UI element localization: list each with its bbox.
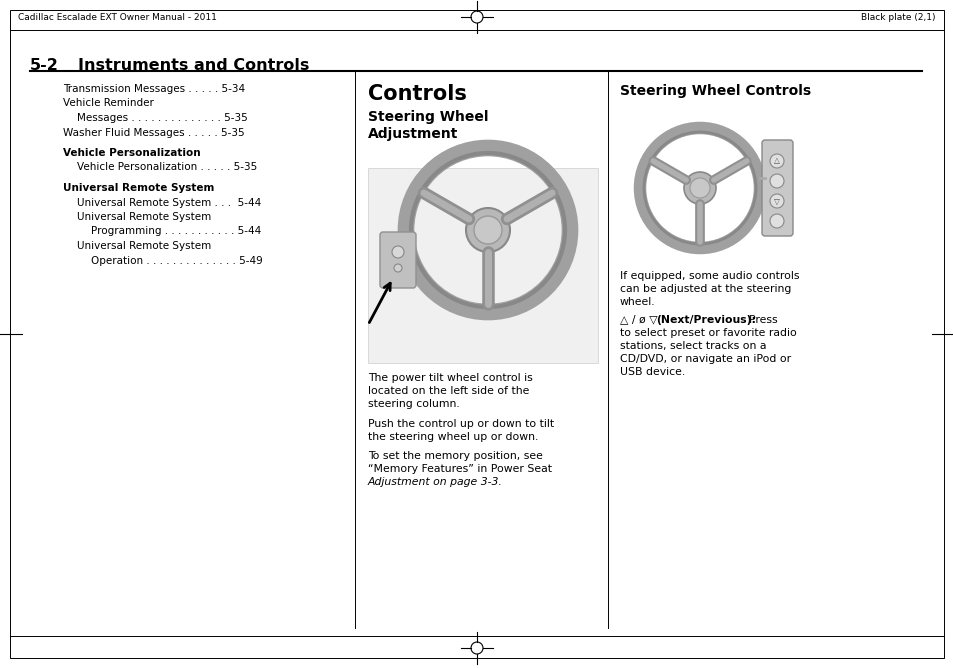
Circle shape: [769, 194, 783, 208]
Circle shape: [769, 154, 783, 168]
Text: To set the memory position, see: To set the memory position, see: [368, 451, 542, 461]
Circle shape: [392, 246, 403, 258]
Text: Steering Wheel
Adjustment: Steering Wheel Adjustment: [368, 110, 488, 142]
Text: Programming . . . . . . . . . . . 5-44: Programming . . . . . . . . . . . 5-44: [91, 226, 261, 236]
Text: The power tilt wheel control is: The power tilt wheel control is: [368, 373, 532, 383]
Text: Instruments and Controls: Instruments and Controls: [78, 58, 309, 73]
Text: If equipped, some audio controls: If equipped, some audio controls: [619, 271, 799, 281]
Text: Vehicle Personalization . . . . . 5-35: Vehicle Personalization . . . . . 5-35: [77, 162, 257, 172]
Text: Messages . . . . . . . . . . . . . . 5-35: Messages . . . . . . . . . . . . . . 5-3…: [77, 113, 248, 123]
Text: Push the control up or down to tilt: Push the control up or down to tilt: [368, 419, 554, 429]
Text: Steering Wheel Controls: Steering Wheel Controls: [619, 84, 810, 98]
Text: located on the left side of the: located on the left side of the: [368, 386, 529, 396]
Text: Black plate (2,1): Black plate (2,1): [861, 13, 935, 21]
Text: USB device.: USB device.: [619, 367, 684, 377]
Text: Vehicle Personalization: Vehicle Personalization: [63, 148, 200, 158]
Text: the steering wheel up or down.: the steering wheel up or down.: [368, 432, 537, 442]
Text: Cadillac Escalade EXT Owner Manual - 2011: Cadillac Escalade EXT Owner Manual - 201…: [18, 13, 216, 21]
Text: ▽: ▽: [773, 196, 780, 206]
Text: 5-2: 5-2: [30, 58, 59, 73]
Text: Universal Remote System . . .  5-44: Universal Remote System . . . 5-44: [77, 198, 261, 208]
Circle shape: [769, 174, 783, 188]
FancyBboxPatch shape: [379, 232, 416, 288]
Text: Washer Fluid Messages . . . . . 5-35: Washer Fluid Messages . . . . . 5-35: [63, 128, 244, 138]
Text: Controls: Controls: [368, 84, 466, 104]
Circle shape: [394, 264, 401, 272]
Text: (Next/Previous):: (Next/Previous):: [656, 315, 755, 325]
Circle shape: [689, 178, 709, 198]
Text: △ / ø ▽: △ / ø ▽: [619, 315, 657, 325]
Text: Transmission Messages . . . . . 5-34: Transmission Messages . . . . . 5-34: [63, 84, 245, 94]
Text: Press: Press: [741, 315, 777, 325]
Text: Adjustment on page 3-3.: Adjustment on page 3-3.: [368, 478, 502, 488]
Text: stations, select tracks on a: stations, select tracks on a: [619, 341, 765, 351]
Circle shape: [683, 172, 716, 204]
Text: △: △: [773, 156, 780, 166]
Circle shape: [465, 208, 510, 252]
Text: Operation . . . . . . . . . . . . . . 5-49: Operation . . . . . . . . . . . . . . 5-…: [91, 255, 262, 265]
Circle shape: [769, 214, 783, 228]
Text: Universal Remote System: Universal Remote System: [63, 183, 214, 193]
Text: Universal Remote System: Universal Remote System: [77, 212, 211, 222]
Text: Universal Remote System: Universal Remote System: [77, 241, 211, 251]
Text: wheel.: wheel.: [619, 297, 655, 307]
Text: to select preset or favorite radio: to select preset or favorite radio: [619, 328, 796, 338]
Text: Vehicle Reminder: Vehicle Reminder: [63, 98, 153, 108]
Circle shape: [474, 216, 501, 244]
Text: “Memory Features” in Power Seat: “Memory Features” in Power Seat: [368, 464, 552, 474]
Text: can be adjusted at the steering: can be adjusted at the steering: [619, 284, 791, 294]
FancyBboxPatch shape: [368, 168, 598, 363]
Text: CD/DVD, or navigate an iPod or: CD/DVD, or navigate an iPod or: [619, 354, 790, 364]
FancyBboxPatch shape: [761, 140, 792, 236]
Text: steering column.: steering column.: [368, 399, 459, 409]
